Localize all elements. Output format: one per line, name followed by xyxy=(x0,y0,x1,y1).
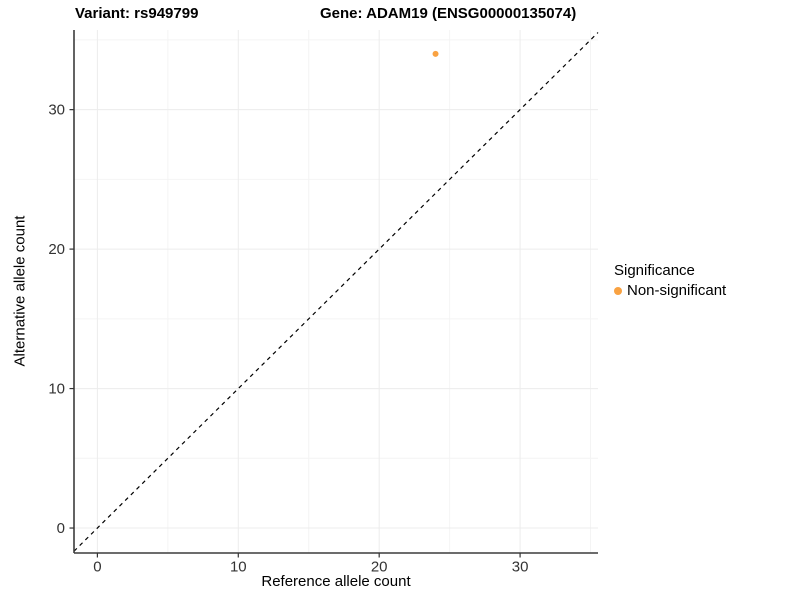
legend-point-icon xyxy=(614,286,622,295)
legend-item-label: Non-significant xyxy=(627,282,727,299)
plot-title-variant: Variant: rs949799 xyxy=(75,5,199,22)
x-axis-tick-label: 10 xyxy=(230,559,247,576)
y-axis-tick-label: 10 xyxy=(48,381,65,398)
legend: Significance Non-significant xyxy=(614,262,726,299)
data-point xyxy=(432,50,439,57)
x-axis-tick-label: 0 xyxy=(93,559,101,576)
y-axis-tick-label: 30 xyxy=(48,102,65,119)
y-axis-label: Alternative allele count xyxy=(11,215,29,367)
x-axis-tick-label: 30 xyxy=(512,559,529,576)
legend-title: Significance xyxy=(614,262,695,279)
y-axis-tick-label: 20 xyxy=(48,241,65,258)
x-axis-label: Reference allele count xyxy=(261,573,411,590)
plot-title-gene: Gene: ADAM19 (ENSG00000135074) xyxy=(320,5,577,22)
identity-reference-line xyxy=(73,32,599,552)
legend-item: Non-significant xyxy=(614,282,726,299)
x-axis-tick-label: 20 xyxy=(371,559,388,576)
y-axis-tick-label: 0 xyxy=(57,520,65,537)
